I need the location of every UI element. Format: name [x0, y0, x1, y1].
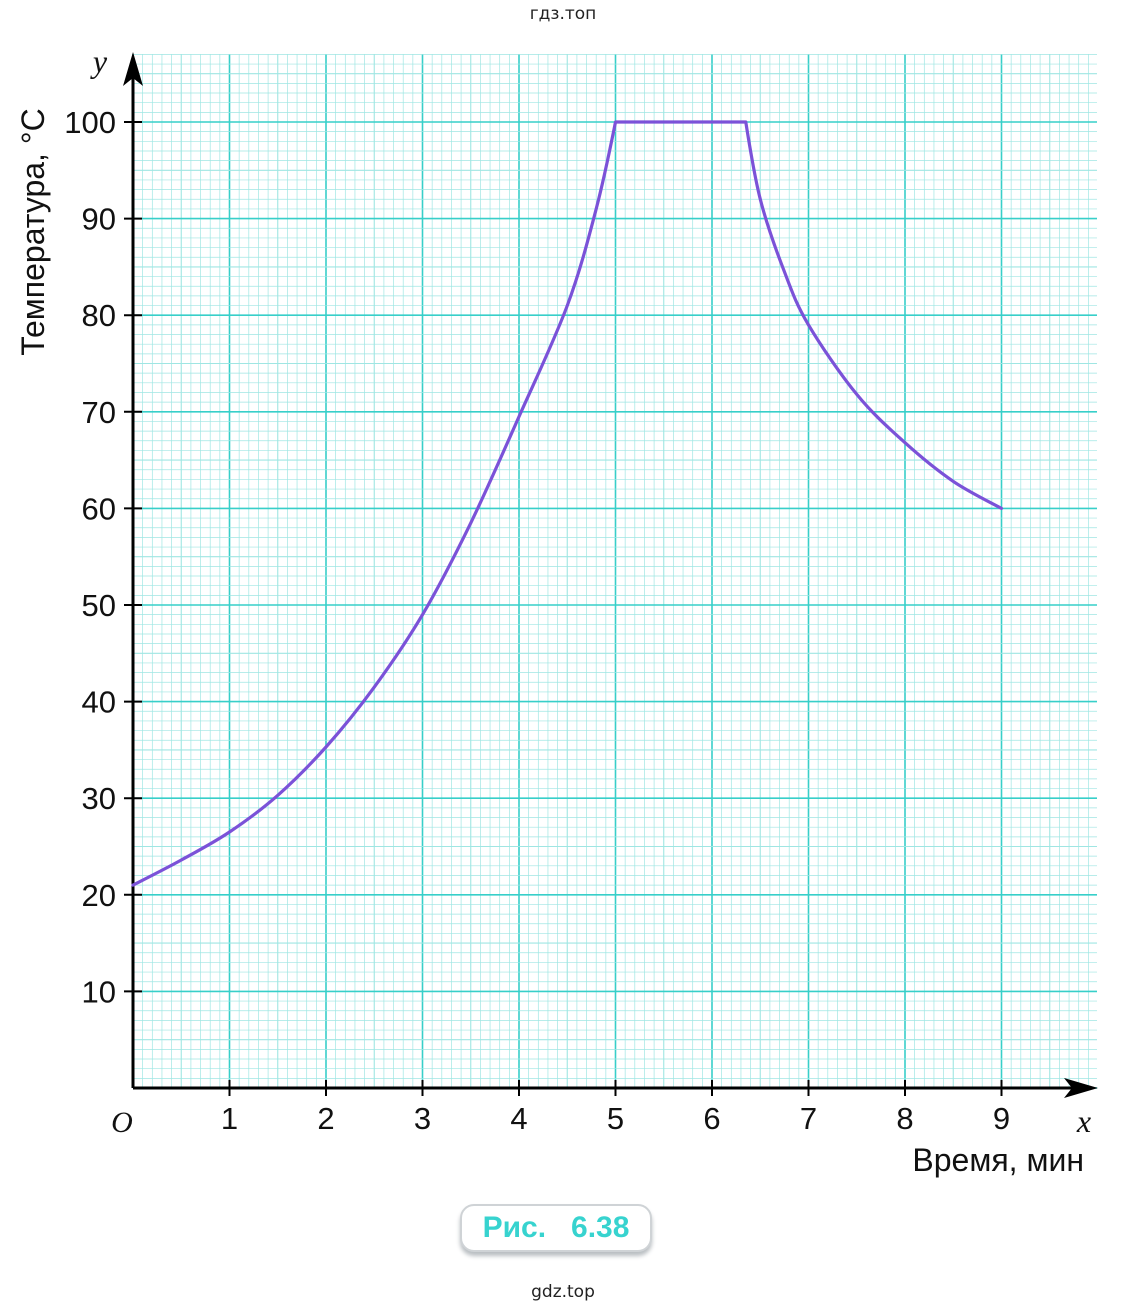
y-tick-label: 40	[82, 685, 116, 720]
x-axis-arrow	[1064, 1078, 1098, 1098]
temperature-chart: 1 2 3 4 5 6 7 8 9 10 20 30 40 50 60 70 80 90 100 Температу…	[15, 43, 1098, 1178]
x-tick-label: 6	[703, 1101, 720, 1136]
x-tick-label: 9	[993, 1101, 1010, 1136]
y-tick-label: 70	[82, 395, 116, 430]
y-tick-label: 100	[64, 105, 116, 140]
x-tick-label: 3	[414, 1101, 431, 1136]
grid	[132, 54, 1097, 1089]
x-tick-label: 4	[510, 1101, 527, 1136]
x-tick-label: 2	[317, 1101, 334, 1136]
y-tick-label: 20	[82, 878, 116, 913]
watermark-bottom: gdz.top	[531, 1282, 595, 1302]
y-tick-label: 30	[82, 781, 116, 816]
y-tick-label: 50	[82, 588, 116, 623]
x-axis-letter: x	[1076, 1103, 1091, 1139]
y-axis-letter: y	[90, 43, 108, 79]
figure-caption: Рис. 6.38	[460, 1204, 652, 1252]
axes	[123, 52, 1098, 1098]
x-tick-label: 5	[607, 1101, 624, 1136]
y-tick-label: 60	[82, 491, 116, 526]
y-tick-label: 10	[82, 974, 116, 1009]
x-axis-title: Время, мин	[912, 1142, 1084, 1178]
y-axis-title: Температура, °С	[15, 108, 51, 356]
tick-labels: 1 2 3 4 5 6 7 8 9 10 20 30 40 50 60 70 80 90 100	[64, 105, 1010, 1136]
origin-label: O	[111, 1106, 133, 1139]
figure-caption-text: Рис. 6.38	[482, 1211, 630, 1244]
y-tick-label: 80	[82, 298, 116, 333]
watermark-top: гдз.топ	[529, 4, 597, 24]
y-axis-arrow	[123, 52, 143, 86]
y-tick-label: 90	[82, 202, 116, 237]
x-tick-label: 8	[896, 1101, 913, 1136]
x-tick-label: 1	[221, 1101, 238, 1136]
axis-labels: Температура, °С Время, мин x y O	[15, 43, 1091, 1178]
temperature-line	[131, 120, 1004, 887]
x-tick-label: 7	[800, 1101, 817, 1136]
series-curve	[131, 120, 1004, 887]
